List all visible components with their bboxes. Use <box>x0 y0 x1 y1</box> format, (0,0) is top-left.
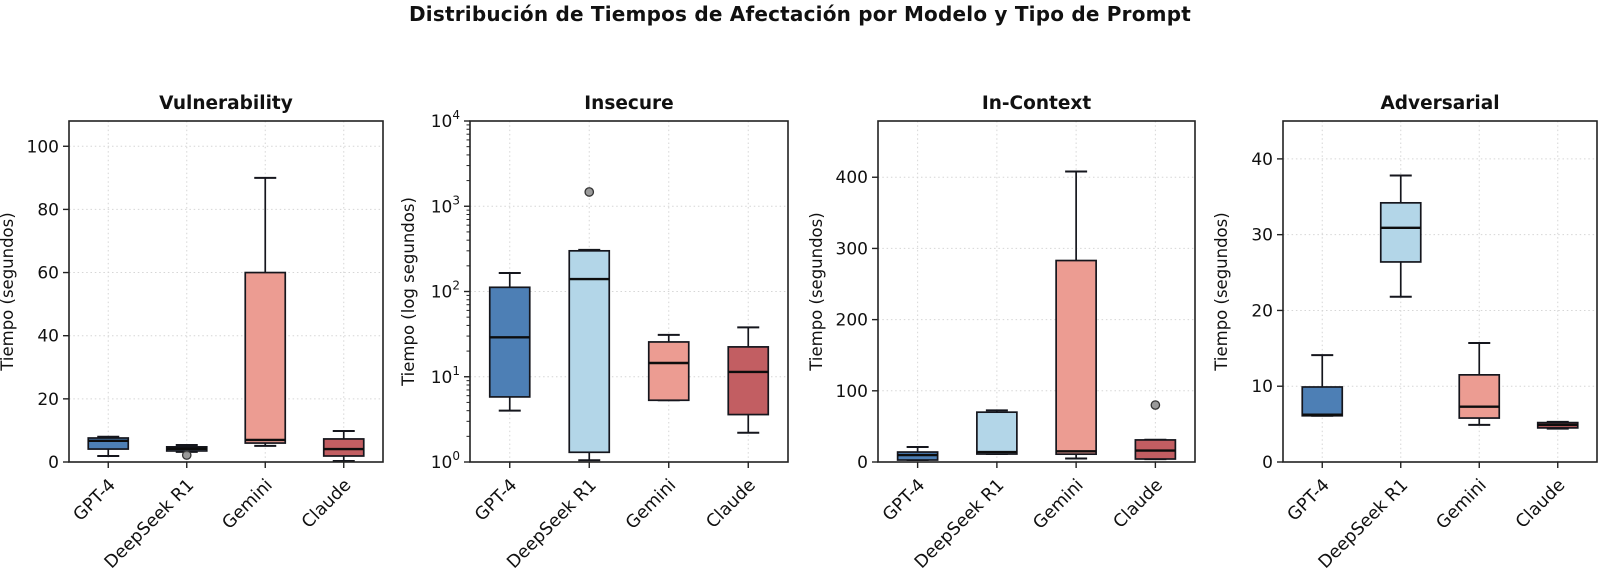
y-tick-label: 80 <box>37 200 59 220</box>
y-tick-label: 300 <box>836 239 868 259</box>
iqr-box <box>976 411 1018 455</box>
y-tick-label: 104 <box>431 108 460 132</box>
x-tick-label: GPT-4 <box>471 475 521 525</box>
y-tick-label: 400 <box>836 168 868 188</box>
box-gpt-4 <box>896 446 939 462</box>
subplot-title: Vulnerability <box>159 93 293 114</box>
iqr-box <box>322 438 365 457</box>
box-deepseek-r1 <box>1379 174 1422 298</box>
y-tick-label: 20 <box>1251 301 1273 321</box>
x-tick-label: GPT-4 <box>70 475 120 525</box>
x-tick-label: Gemini <box>1030 475 1088 533</box>
y-tick-label: 60 <box>37 264 59 284</box>
iqr-box <box>727 346 770 416</box>
iqr-box <box>1458 374 1501 419</box>
y-axis-label: Tiempo (segundos) <box>0 212 17 371</box>
x-tick-label: Gemini <box>219 475 277 533</box>
outlier-point <box>1150 400 1161 410</box>
iqr-box <box>488 286 531 398</box>
x-tick-label: Gemini <box>1433 475 1491 533</box>
outlier-point <box>584 187 595 197</box>
y-tick-label: 30 <box>1251 226 1273 246</box>
y-tick-label: 40 <box>1251 150 1273 170</box>
box-claude <box>1134 400 1177 461</box>
box-deepseek-r1 <box>165 443 208 460</box>
y-tick-label: 100 <box>836 382 868 402</box>
y-tick-label: 0 <box>48 453 59 473</box>
box-gemini <box>647 333 690 402</box>
y-axis-label: Tiempo (log segundos) <box>399 197 418 387</box>
box-claude <box>727 326 770 434</box>
x-tick-label: Claude <box>703 475 760 532</box>
iqr-box <box>1301 386 1344 417</box>
axes-frame <box>877 120 1196 463</box>
outlier-point <box>181 450 192 460</box>
x-tick-label: GPT-4 <box>1284 475 1334 525</box>
y-axis-label: Tiempo (segundos) <box>807 212 826 371</box>
x-tick-label: Gemini <box>622 475 680 533</box>
y-tick-label: 0 <box>857 453 868 473</box>
x-tick-label: Claude <box>1110 475 1167 532</box>
x-tick-label: Claude <box>1512 475 1569 532</box>
subplot-title: Adversarial <box>1380 93 1499 114</box>
box-deepseek-r1 <box>976 409 1018 456</box>
y-axis-label: Tiempo (segundos) <box>1212 212 1231 371</box>
iqr-box <box>1055 259 1097 456</box>
box-gemini <box>1055 170 1097 460</box>
figure-title: Distribución de Tiempos de Afectación po… <box>409 2 1191 26</box>
box-claude <box>322 430 365 463</box>
y-tick-label: 200 <box>836 311 868 331</box>
iqr-box <box>244 271 287 444</box>
box-gpt-4 <box>1301 354 1344 417</box>
x-tick-label: GPT-4 <box>879 475 929 525</box>
y-tick-label: 20 <box>37 390 59 410</box>
iqr-box <box>647 341 690 402</box>
iqr-box <box>1379 201 1422 263</box>
y-tick-label: 100 <box>27 137 59 157</box>
y-tick-label: 100 <box>431 449 460 473</box>
y-tick-label: 103 <box>431 193 460 217</box>
box-gpt-4 <box>87 435 130 458</box>
subplot-title: Insecure <box>584 93 673 114</box>
y-tick-label: 40 <box>37 327 59 347</box>
box-claude <box>1536 420 1579 430</box>
box-gemini <box>244 176 287 447</box>
axes-frame <box>68 120 384 463</box>
axes-frame <box>1282 120 1598 463</box>
iqr-box <box>87 437 130 450</box>
box-gemini <box>1458 342 1501 426</box>
iqr-box <box>568 249 611 454</box>
subplot-title: In-Context <box>982 93 1092 114</box>
box-gpt-4 <box>488 271 531 412</box>
x-tick-label: Claude <box>298 475 355 532</box>
y-tick-label: 101 <box>431 364 460 388</box>
box-deepseek-r1 <box>568 187 611 462</box>
y-tick-label: 102 <box>431 279 460 303</box>
y-tick-label: 0 <box>1262 453 1273 473</box>
y-tick-label: 10 <box>1251 377 1273 397</box>
